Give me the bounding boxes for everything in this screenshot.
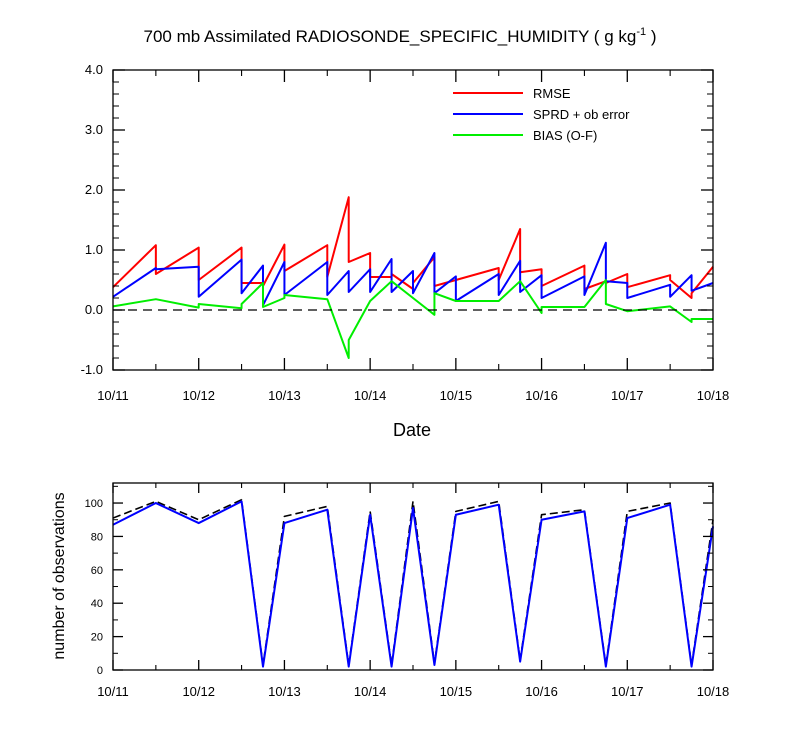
x-tick-label: 10/17 xyxy=(611,388,644,403)
x-tick-label: 10/16 xyxy=(525,388,558,403)
y-tick-label: 4.0 xyxy=(85,62,103,77)
x-axis-label: Date xyxy=(393,420,431,440)
y-tick-label: 100 xyxy=(85,498,103,510)
x-tick-label: 10/14 xyxy=(354,388,387,403)
x-tick-label: 10/11 xyxy=(97,388,129,403)
y-tick-label: 0.0 xyxy=(85,302,103,317)
x-tick-label: 10/15 xyxy=(440,388,473,403)
top-panel: 10/11 10/12 10/13 10/14 10/15 10/16 10/17 10/18… xyxy=(81,62,730,403)
bottom-panel: 10/11 10/12 10/13 10/14 10/15 10/16 10/17 10/18… xyxy=(85,482,730,699)
bottom-panel-axes: 10/11 10/12 10/13 10/14 10/15 10/16 10/17 10/18… xyxy=(85,482,730,699)
x-tick-label: 10/12 xyxy=(182,684,215,699)
legend-label: BIAS (O-F) xyxy=(533,128,597,143)
x-tick-label: 10/18 xyxy=(697,388,730,403)
x-tick-label: 10/13 xyxy=(268,684,301,699)
top-panel-axes: 10/11 10/12 10/13 10/14 10/15 10/16 10/17 10/18… xyxy=(81,62,730,403)
y-axis-label-observations: number of observations xyxy=(51,492,68,659)
y-tick-label: 1.0 xyxy=(85,242,103,257)
y-tick-label: 20 xyxy=(91,632,103,644)
chart-title: 700 mb Assimilated RADIOSONDE_SPECIFIC_H… xyxy=(144,26,657,46)
y-tick-label: 60 xyxy=(91,565,103,577)
y-tick-label: 0 xyxy=(97,665,103,677)
y-tick-label: 3.0 xyxy=(85,122,103,137)
title-tail: ) xyxy=(646,27,656,46)
series-line-bias-o-f xyxy=(112,279,713,359)
series-line-used xyxy=(112,500,714,668)
y-tick-label: 2.0 xyxy=(85,182,103,197)
x-tick-label: 10/17 xyxy=(611,684,644,699)
top-panel-series xyxy=(112,196,714,359)
x-tick-label: 10/11 xyxy=(97,684,129,699)
legend-label: RMSE xyxy=(533,86,571,101)
series-line-possible xyxy=(112,498,714,666)
y-tick-label: 40 xyxy=(91,598,103,610)
x-tick-label: 10/16 xyxy=(525,684,558,699)
y-tick-label: 80 xyxy=(91,531,103,543)
x-tick-label: 10/18 xyxy=(697,684,730,699)
title-superscript: -1 xyxy=(636,26,646,38)
y-tick-label: -1.0 xyxy=(81,362,103,377)
legend-label: SPRD + ob error xyxy=(533,107,630,122)
x-tick-label: 10/15 xyxy=(440,684,473,699)
title-main: 700 mb Assimilated RADIOSONDE_SPECIFIC_H… xyxy=(144,27,637,46)
x-tick-label: 10/13 xyxy=(268,388,301,403)
x-tick-label: 10/14 xyxy=(354,684,387,699)
top-panel-legend: RMSE SPRD + ob error BIAS (O-F) xyxy=(453,86,630,143)
series-line-sprd-ob-error xyxy=(112,241,714,307)
x-tick-label: 10/12 xyxy=(182,388,215,403)
bottom-panel-series xyxy=(112,498,714,668)
